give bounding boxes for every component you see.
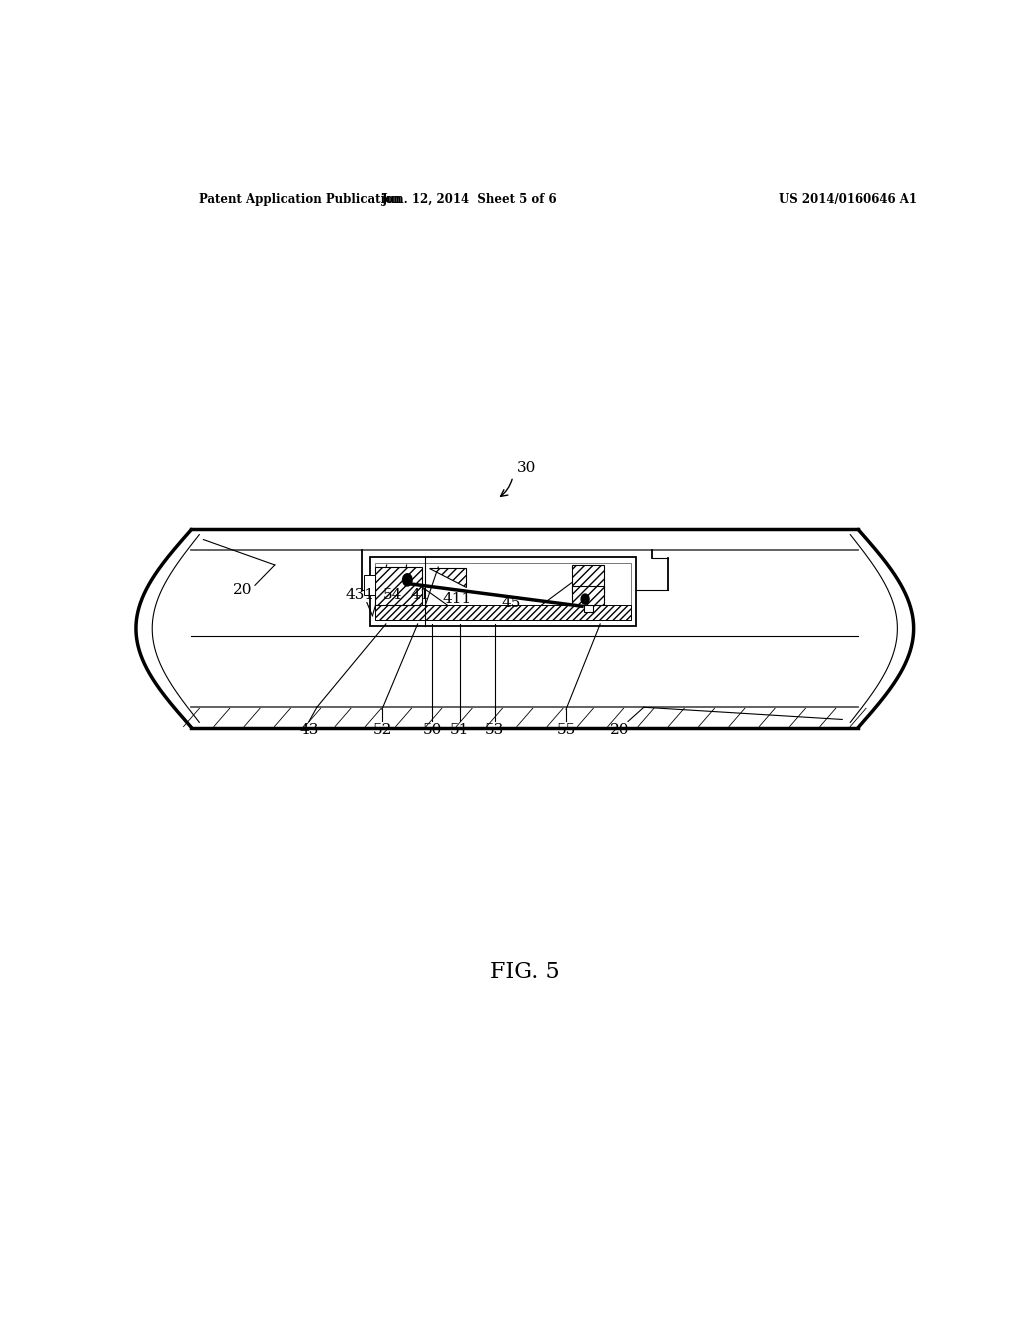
Text: 431: 431 [346, 589, 375, 602]
Text: 30: 30 [517, 462, 537, 475]
Bar [572, 565, 604, 594]
Text: 411: 411 [442, 591, 472, 606]
Text: FIG. 5: FIG. 5 [490, 961, 559, 982]
Text: Jun. 12, 2014  Sheet 5 of 6: Jun. 12, 2014 Sheet 5 of 6 [381, 193, 557, 206]
Text: 52: 52 [373, 722, 391, 737]
Text: 55: 55 [556, 722, 575, 737]
Polygon shape [429, 568, 466, 587]
Bar [370, 557, 636, 626]
Text: 51: 51 [450, 722, 469, 737]
Text: 45: 45 [502, 595, 521, 610]
Text: US 2014/0160646 A1: US 2014/0160646 A1 [778, 193, 916, 206]
Circle shape [402, 574, 412, 586]
Text: 41: 41 [411, 589, 430, 602]
Text: Patent Application Publication: Patent Application Publication [200, 193, 402, 206]
Circle shape [582, 594, 589, 605]
Text: 53: 53 [485, 722, 504, 737]
Bar [364, 576, 375, 595]
Text: 50: 50 [422, 722, 441, 737]
Bar [375, 568, 423, 605]
Text: 43: 43 [299, 722, 318, 737]
Text: 54: 54 [383, 589, 402, 602]
Text: 20: 20 [610, 722, 630, 737]
Bar [572, 586, 604, 605]
Bar [375, 562, 631, 620]
Bar [375, 605, 631, 620]
Text: 20: 20 [233, 583, 253, 598]
Bar [584, 594, 593, 611]
